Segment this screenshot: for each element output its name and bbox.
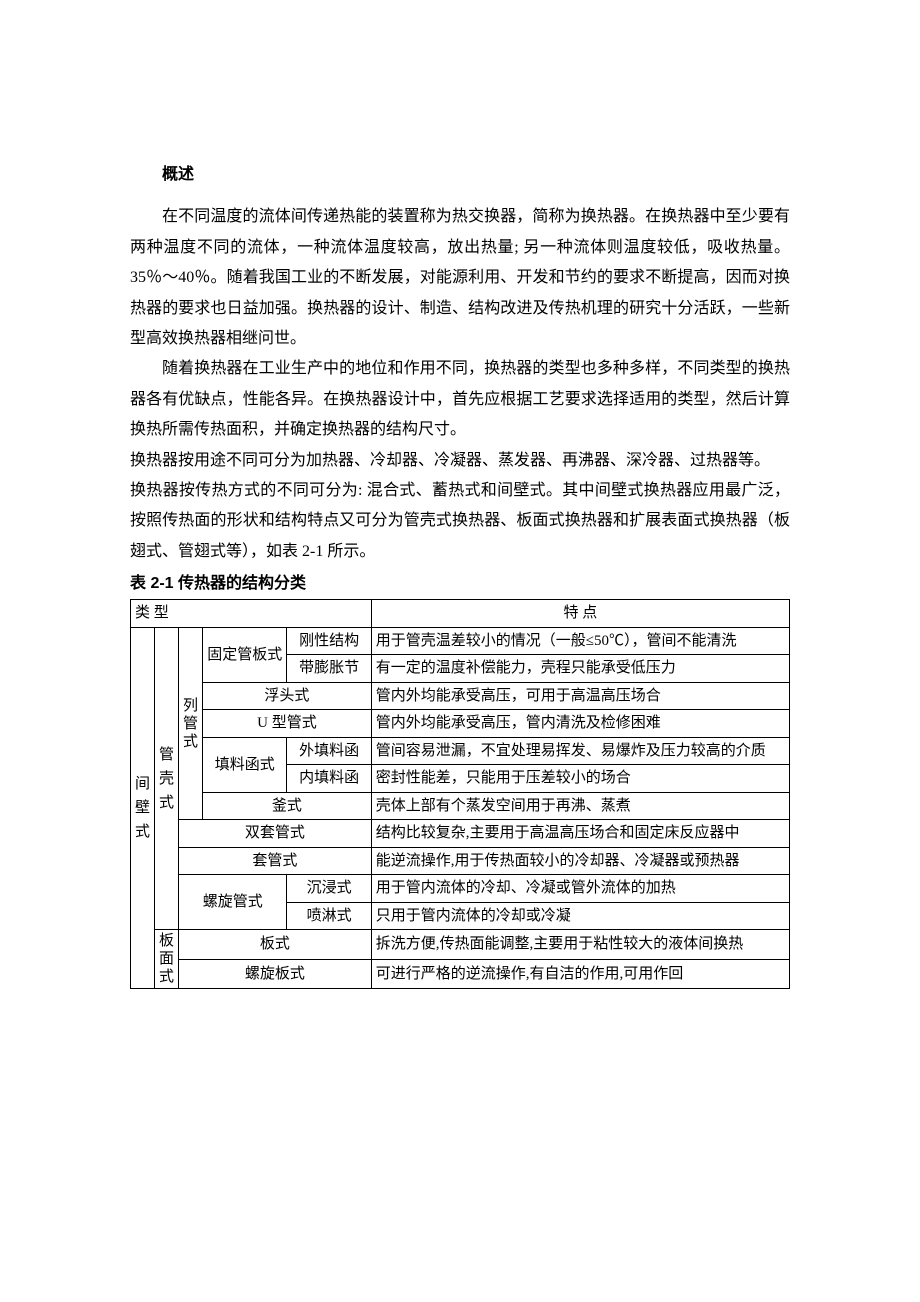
cell-tianliaohan: 填料函式 (203, 737, 287, 792)
table-row: 板 面 式 板式 拆洗方便,传热面能调整,主要用于粘性较大的液体间换热 (131, 930, 790, 960)
cell-feat: 管内外均能承受高压，管内清洗及检修困难 (371, 710, 789, 738)
cell-lieguan: 列 管 式 (179, 627, 203, 820)
cell-futou: 浮头式 (203, 682, 372, 710)
table-row: U 型管式 管内外均能承受高压，管内清洗及检修困难 (131, 710, 790, 738)
table-row: 套管式 能逆流操作,用于传热面较小的冷却器、冷凝器或预热器 (131, 847, 790, 875)
table-row: 螺旋管式 沉浸式 用于管内流体的冷却、冷凝或管外流体的加热 (131, 875, 790, 903)
cell-gudingguanban: 固定管板式 (203, 627, 287, 682)
paragraph-1: 在不同温度的流体间传递热能的装置称为热交换器，简称为换热器。在换热器中至少要有两… (130, 202, 790, 354)
cell-banshi: 板式 (179, 930, 372, 960)
cell-feat: 管内外均能承受高压，可用于高温高压场合 (371, 682, 789, 710)
cell-wai: 外填料函 (287, 737, 371, 765)
cell-penlin: 喷淋式 (287, 902, 371, 930)
table-header-row: 类 型 特 点 (131, 600, 790, 628)
table-row: 间 壁 式 管 壳 式 列 管 式 固定管板式 刚性结构 用于管壳温差较小的情况… (131, 627, 790, 655)
table-row: 双套管式 结构比较复杂,主要用于高温高压场合和固定床反应器中 (131, 820, 790, 848)
cell-pengzhang: 带膨胀节 (287, 655, 371, 683)
table-row: 浮头式 管内外均能承受高压，可用于高温高压场合 (131, 682, 790, 710)
heading-overview: 概述 (130, 160, 790, 190)
cell-feat: 能逆流操作,用于传热面较小的冷却器、冷凝器或预热器 (371, 847, 789, 875)
cell-feat: 密封性能差，只能用于压差较小的场合 (371, 765, 789, 793)
cell-taoguan: 套管式 (179, 847, 372, 875)
structure-classification-table: 类 型 特 点 间 壁 式 管 壳 式 列 管 式 固定管板式 刚性结构 用于管… (130, 599, 790, 989)
cell-gangxing: 刚性结构 (287, 627, 371, 655)
paragraph-2: 随着换热器在工业生产中的地位和作用不同，换热器的类型也多种多样，不同类型的换热器… (130, 354, 790, 445)
cell-feat: 管间容易泄漏，不宜处理易挥发、易爆炸及压力较高的介质 (371, 737, 789, 765)
cell-fushi: 釜式 (203, 792, 372, 820)
cell-feat: 拆洗方便,传热面能调整,主要用于粘性较大的液体间换热 (371, 930, 789, 960)
cell-nei: 内填料函 (287, 765, 371, 793)
table-row: 釜式 壳体上部有个蒸发空间用于再沸、蒸煮 (131, 792, 790, 820)
paragraph-3: 换热器按用途不同可分为加热器、冷却器、冷凝器、蒸发器、再沸器、深冷器、过热器等。 (130, 446, 790, 476)
cell-feat: 用于管内流体的冷却、冷凝或管外流体的加热 (371, 875, 789, 903)
header-type: 类 型 (131, 600, 372, 628)
cell-feat: 有一定的温度补偿能力，壳程只能承受低压力 (371, 655, 789, 683)
cell-luoxuanban: 螺旋板式 (179, 959, 372, 989)
cell-feat: 用于管壳温差较小的情况（一般≤50℃），管间不能清洗 (371, 627, 789, 655)
header-feature: 特 点 (371, 600, 789, 628)
cell-uxing: U 型管式 (203, 710, 372, 738)
table-row: 螺旋板式 可进行严格的逆流操作,有自洁的作用,可用作回 (131, 959, 790, 989)
cell-feat: 结构比较复杂,主要用于高温高压场合和固定床反应器中 (371, 820, 789, 848)
cell-shuangtaoguan: 双套管式 (179, 820, 372, 848)
cell-banmianshi: 板 面 式 (155, 930, 179, 989)
paragraph-4: 换热器按传热方式的不同可分为: 混合式、蓄热式和间壁式。其中间壁式换热器应用最广… (130, 476, 790, 567)
cell-guankeshi: 管 壳 式 (155, 627, 179, 930)
cell-jianbishi: 间 壁 式 (131, 627, 155, 989)
table-title: 表 2-1 传热器的结构分类 (130, 569, 790, 599)
cell-feat: 可进行严格的逆流操作,有自洁的作用,可用作回 (371, 959, 789, 989)
cell-luoxuanguan: 螺旋管式 (179, 875, 287, 930)
cell-feat: 壳体上部有个蒸发空间用于再沸、蒸煮 (371, 792, 789, 820)
cell-chenjin: 沉浸式 (287, 875, 371, 903)
cell-feat: 只用于管内流体的冷却或冷凝 (371, 902, 789, 930)
table-row: 填料函式 外填料函 管间容易泄漏，不宜处理易挥发、易爆炸及压力较高的介质 (131, 737, 790, 765)
